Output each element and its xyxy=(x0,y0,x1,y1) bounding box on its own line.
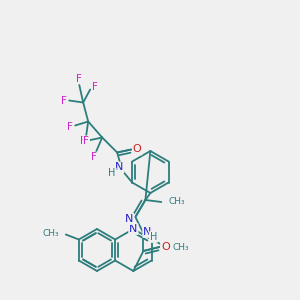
Text: N: N xyxy=(143,227,152,237)
Text: F: F xyxy=(91,152,97,163)
Text: H: H xyxy=(109,169,116,178)
Text: N: N xyxy=(125,214,134,224)
Text: F: F xyxy=(61,95,67,106)
Text: F: F xyxy=(83,136,89,146)
Text: F: F xyxy=(76,74,82,83)
Text: H: H xyxy=(150,232,157,242)
Text: CH₃: CH₃ xyxy=(42,229,59,238)
Text: O: O xyxy=(161,242,170,252)
Text: F: F xyxy=(67,122,73,133)
Text: F: F xyxy=(80,136,86,146)
Text: N: N xyxy=(129,224,138,234)
Text: F: F xyxy=(92,82,98,92)
Text: CH₃: CH₃ xyxy=(172,243,189,252)
Text: CH₃: CH₃ xyxy=(168,197,185,206)
Text: N: N xyxy=(115,163,123,172)
Text: O: O xyxy=(133,145,142,154)
